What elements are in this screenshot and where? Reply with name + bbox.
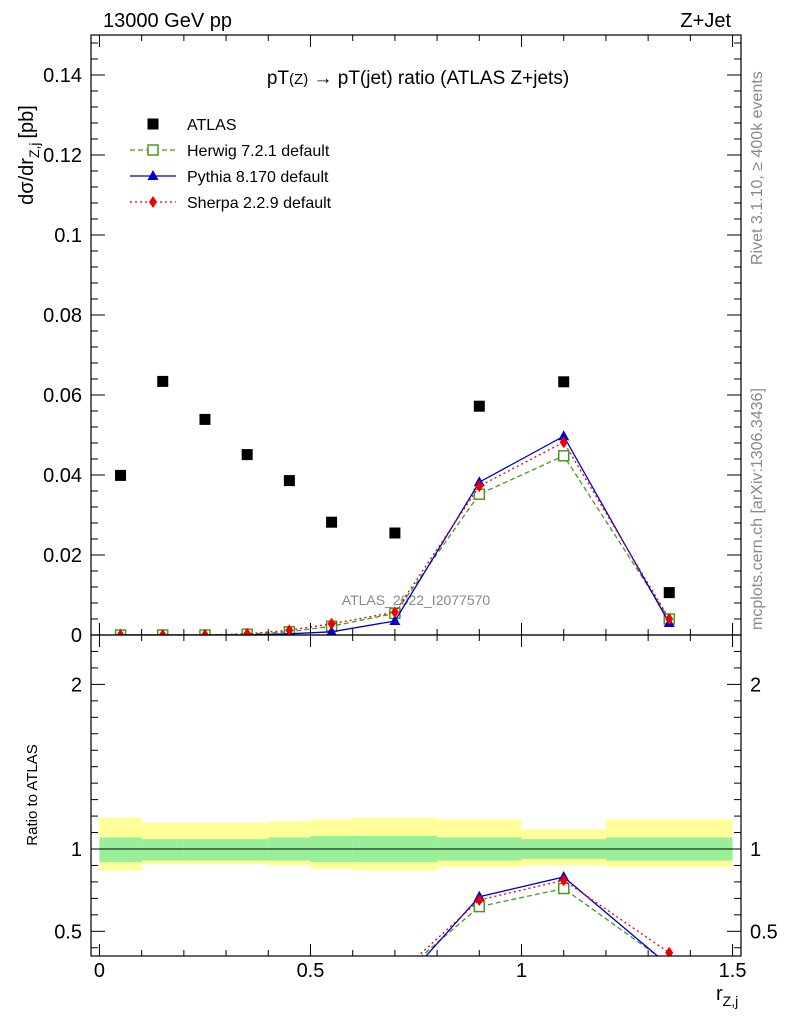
main-y-tick-label: 0.08 <box>43 305 82 327</box>
series-3-point-7 <box>475 480 484 493</box>
series-0-point-8 <box>558 376 570 388</box>
legend-marker-1 <box>147 144 159 156</box>
main-y-tick-label: 0.02 <box>43 545 82 567</box>
ratio-y-tick-label-left: 2 <box>71 674 82 696</box>
band-inner-bin-3 <box>226 839 269 861</box>
ratio-y-tick-label-right: 2 <box>750 674 761 696</box>
header-right: Z+Jet <box>680 10 731 32</box>
y-label-unit: [pb] <box>16 105 38 138</box>
ratio-panel-frame <box>90 634 742 957</box>
main-y-tick-label: 0.14 <box>43 65 82 87</box>
legend-marker-3 <box>149 196 157 208</box>
ratio-series-2-point-1 <box>475 894 484 907</box>
series-0-point-6 <box>389 527 401 539</box>
legend-label-0: ATLAS <box>187 117 237 134</box>
band-inner-bin-0 <box>99 837 142 863</box>
series-0-point-7 <box>473 400 485 412</box>
ratio-y-axis-label: Ratio to ATLAS <box>24 744 41 845</box>
title-arrow: → <box>308 68 338 89</box>
series-0-point-5 <box>326 516 338 528</box>
main-y-tick-label: 0 <box>71 625 82 647</box>
main-y-tick-label: 0.04 <box>43 465 82 487</box>
legend-label-3: Sherpa 2.2.9 default <box>187 195 332 212</box>
ratio-y-tick-label-left: 1 <box>71 839 82 861</box>
main-y-tick-label: 0.06 <box>43 385 82 407</box>
series-0-point-4 <box>283 475 295 487</box>
ratio-series-1-point-0 <box>389 985 400 995</box>
main-y-tick-label: 0.12 <box>43 145 82 167</box>
x-label-sub: Z,j <box>723 993 739 1009</box>
band-inner-bin-1 <box>141 839 184 861</box>
main-y-tick-label: 0.1 <box>54 225 82 247</box>
main-y-axis-label: dσ/drZ,j [pb] <box>16 105 42 205</box>
series-0-point-1 <box>157 375 169 387</box>
band-inner-bin-2 <box>183 839 227 861</box>
series-3-point-8 <box>559 436 568 449</box>
series-3-point-5 <box>327 617 336 630</box>
x-tick-label: 1.5 <box>719 960 747 982</box>
header-left: 13000 GeV pp <box>103 10 232 32</box>
series-1-line <box>120 454 670 635</box>
ratio-series-1-point-3 <box>664 960 675 970</box>
series-1-point-8 <box>557 450 570 462</box>
ratio-y-tick-label-left: 0.5 <box>54 921 82 943</box>
legend-entry-3: Sherpa 2.2.9 default <box>130 195 332 212</box>
series-2-point-8 <box>558 430 570 441</box>
x-axis-label: rZ,j <box>716 983 738 1009</box>
series-0-point-9 <box>663 587 675 599</box>
series-3-point-3 <box>243 627 252 635</box>
legend-label-1: Herwig 7.2.1 default <box>187 143 330 160</box>
x-label-base: r <box>716 983 723 1005</box>
analysis-watermark: ATLAS_2022_I2077570 <box>342 592 491 608</box>
series-0-point-3 <box>241 449 253 461</box>
series-0-point-2 <box>199 413 211 425</box>
main-axis-ticks: 0 0.02 0.04 0.06 0.08 0.1 0.12 0.14 <box>43 35 741 647</box>
rivet-info: Rivet 3.1.10, ≥ 400k events <box>749 71 766 265</box>
y-label-base: dσ/dr <box>16 158 38 205</box>
ratio-series-0-point-3 <box>664 959 674 969</box>
x-tick-label: 0 <box>94 960 105 982</box>
ratio-series-0-line <box>420 887 659 956</box>
ratio-series-2 <box>391 874 674 983</box>
ratio-series-0-point-0 <box>390 974 400 984</box>
mcplots-info: mcplots.cern.ch [arXiv:1306.3436] <box>749 388 766 630</box>
ratio-panel-series <box>389 870 675 995</box>
series-3 <box>116 436 674 635</box>
series-2-point-5 <box>326 625 337 635</box>
legend-marker-0 <box>147 118 159 130</box>
legend-marker-2 <box>147 170 159 180</box>
series-3-point-4 <box>285 624 294 635</box>
ratio-series-1-line <box>425 876 659 956</box>
legend-entry-1: Herwig 7.2.1 default <box>130 143 330 160</box>
series-3-point-9 <box>665 613 674 625</box>
series-3-point-2 <box>200 629 209 635</box>
ratio-series-1 <box>389 870 675 995</box>
series-3-point-1 <box>158 629 167 635</box>
ratio-y-tick-label-right: 1 <box>750 839 761 861</box>
x-tick-label: 0.5 <box>297 960 325 982</box>
ratio-series-2-line <box>417 879 670 956</box>
series-0 <box>115 375 675 599</box>
series-0-point-0 <box>115 469 127 481</box>
legend: ATLAS Herwig 7.2.1 default Pythia 8.170 de… <box>130 117 332 212</box>
ratio-y-tick-label-right: 0.5 <box>750 921 778 943</box>
ratio-uncertainty-bands <box>99 817 733 871</box>
ratio-series-2-point-3 <box>665 946 674 956</box>
x-tick-label: 1 <box>516 960 527 982</box>
ratio-series-2-point-2 <box>559 874 568 887</box>
title-sub: (Z) <box>289 71 308 88</box>
plot-title: pT(Z) → pT(jet) ratio (ATLAS Z+jets) <box>267 68 569 89</box>
title-rest: pT(jet) ratio (ATLAS Z+jets) <box>338 68 569 89</box>
y-label-sub: Z,j <box>26 142 42 158</box>
series-3-point-0 <box>116 629 125 635</box>
title-main: pT <box>267 68 290 89</box>
series-3-point-6 <box>390 606 399 619</box>
legend-entry-2: Pythia 8.170 default <box>130 169 329 186</box>
ratio-axis-ticks: 0.5 0.5 1 1 2 2 0 0.5 1 1.5 <box>54 635 778 982</box>
ratio-series-2-point-0 <box>391 971 399 983</box>
series-2-point-6 <box>389 615 401 625</box>
legend-entry-0: ATLAS <box>147 117 237 134</box>
legend-label-2: Pythia 8.170 default <box>187 169 329 186</box>
